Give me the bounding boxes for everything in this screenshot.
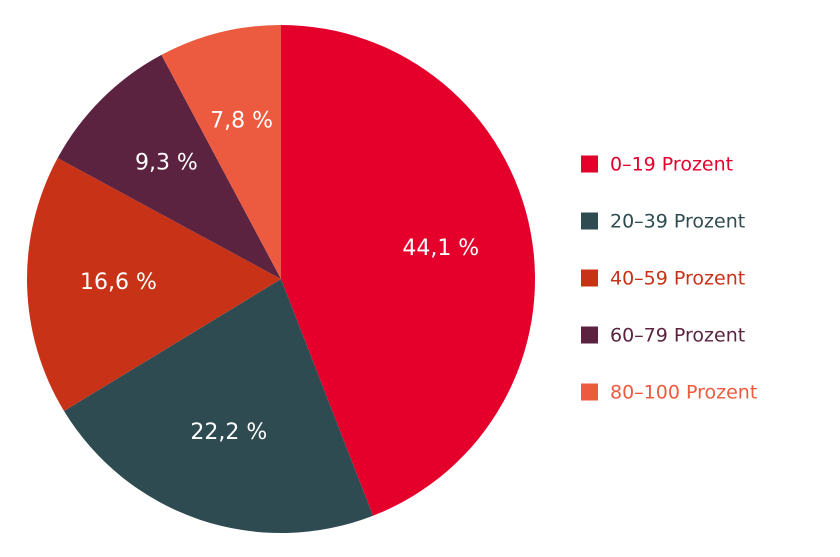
legend-label: 60–79 Prozent <box>610 325 745 347</box>
pie-slice-0-19 <box>281 25 536 516</box>
legend-swatch <box>581 326 598 344</box>
slice-value-label-80-100: 7,8 % <box>210 108 273 133</box>
pie-slice-20-39 <box>64 279 374 534</box>
legend-label: 20–39 Prozent <box>610 211 745 233</box>
legend-item-0-19: 0–19 Prozent <box>581 154 733 176</box>
legend-swatch <box>581 155 598 173</box>
slice-value-label-40-59: 16,6 % <box>80 270 157 295</box>
slice-labels: 44,1 % 22,2 % 16,6 % 9,3 % 7,8 % <box>80 108 479 445</box>
legend-swatch <box>581 212 598 230</box>
slice-value-label-60-79: 9,3 % <box>135 151 198 176</box>
legend-item-80-100: 80–100 Prozent <box>581 382 757 404</box>
legend-label: 0–19 Prozent <box>610 154 733 176</box>
pie-slices <box>26 25 536 534</box>
legend-label: 40–59 Prozent <box>610 268 745 290</box>
pie-slice-40-59 <box>26 158 281 412</box>
pie-slice-80-100 <box>161 25 281 279</box>
pie-slice-60-79 <box>57 54 282 280</box>
legend-label: 80–100 Prozent <box>610 382 757 404</box>
slice-value-label-20-39: 22,2 % <box>190 420 267 445</box>
legend-swatch <box>581 383 598 401</box>
legend: 0–19 Prozent 20–39 Prozent 40–59 Prozent 60… <box>581 154 757 404</box>
legend-item-60-79: 60–79 Prozent <box>581 325 745 347</box>
slice-value-label-0-19: 44,1 % <box>402 236 479 261</box>
legend-item-20-39: 20–39 Prozent <box>581 211 745 233</box>
legend-item-40-59: 40–59 Prozent <box>581 268 745 290</box>
legend-swatch <box>581 269 598 287</box>
